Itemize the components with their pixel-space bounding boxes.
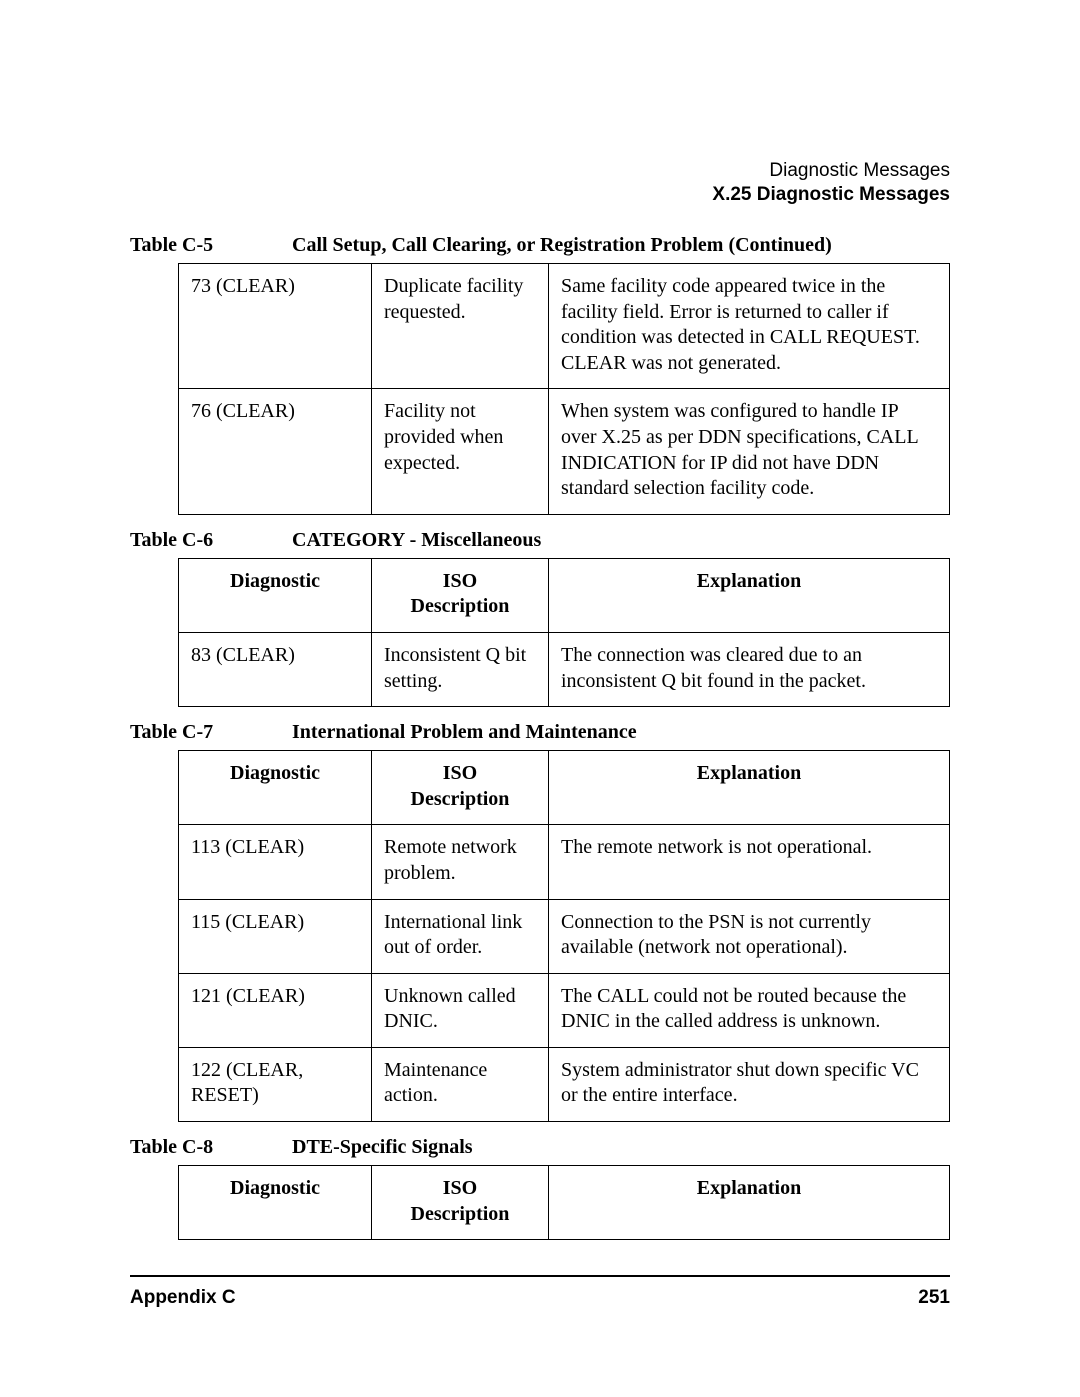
header-chapter: Diagnostic Messages [130,160,950,182]
col-header-iso: ISO Description [372,558,549,632]
table-c5-caption: Table C-5 Call Setup, Call Clearing, or … [130,234,950,257]
table-row: 115 (CLEAR) International link out of or… [179,899,950,973]
table-c7: Diagnostic ISO Description Explanation 1… [178,750,950,1122]
col-header-iso: ISO Description [372,751,549,825]
col-header-iso: ISO Description [372,1166,549,1240]
table-c7-title: International Problem and Maintenance [292,721,950,744]
cell-explanation: The remote network is not operational. [549,825,950,899]
cell-iso: Unknown called DNIC. [372,973,549,1047]
col-header-iso-bot: Description [411,1203,510,1225]
cell-explanation: The connection was cleared due to an inc… [549,632,950,706]
cell-diagnostic: 83 (CLEAR) [179,632,372,706]
table-c6-title: CATEGORY - Miscellaneous [292,529,950,552]
col-header-diagnostic: Diagnostic [179,558,372,632]
cell-iso: Facility not provided when expected. [372,389,549,514]
table-c6: Diagnostic ISO Description Explanation 8… [178,558,950,707]
col-header-explanation: Explanation [549,558,950,632]
footer-page-number: 251 [918,1287,950,1309]
footer: Appendix C 251 [130,1287,950,1309]
col-header-iso-top: ISO [384,761,536,787]
table-row: 76 (CLEAR) Facility not provided when ex… [179,389,950,514]
table-row: 122 (CLEAR, RESET) Maintenance action. S… [179,1047,950,1121]
cell-diagnostic: 122 (CLEAR, RESET) [179,1047,372,1121]
table-c7-label: Table C-7 [130,721,292,744]
table-c7-caption: Table C-7 International Problem and Main… [130,721,950,744]
table-c6-caption: Table C-6 CATEGORY - Miscellaneous [130,529,950,552]
table-header-row: Diagnostic ISO Description Explanation [179,558,950,632]
cell-iso: Inconsistent Q bit setting. [372,632,549,706]
table-row: 113 (CLEAR) Remote network problem. The … [179,825,950,899]
running-header: Diagnostic Messages X.25 Diagnostic Mess… [130,160,950,206]
table-header-row: Diagnostic ISO Description Explanation [179,1166,950,1240]
cell-diagnostic: 113 (CLEAR) [179,825,372,899]
cell-explanation: Connection to the PSN is not currently a… [549,899,950,973]
cell-explanation: System administrator shut down specific … [549,1047,950,1121]
col-header-iso-top: ISO [384,569,536,595]
col-header-diagnostic: Diagnostic [179,751,372,825]
footer-rule [130,1275,950,1277]
cell-diagnostic: 73 (CLEAR) [179,264,372,389]
cell-diagnostic: 121 (CLEAR) [179,973,372,1047]
cell-iso: International link out of order. [372,899,549,973]
cell-diagnostic: 115 (CLEAR) [179,899,372,973]
table-c8-caption: Table C-8 DTE-Specific Signals [130,1136,950,1159]
page: Diagnostic Messages X.25 Diagnostic Mess… [0,0,1080,1397]
table-row: 121 (CLEAR) Unknown called DNIC. The CAL… [179,973,950,1047]
table-row: 73 (CLEAR) Duplicate facility requested.… [179,264,950,389]
table-c8-label: Table C-8 [130,1136,292,1159]
table-c5-title: Call Setup, Call Clearing, or Registrati… [292,234,950,257]
cell-explanation: When system was configured to handle IP … [549,389,950,514]
cell-iso: Remote network problem. [372,825,549,899]
cell-iso: Duplicate facility requested. [372,264,549,389]
footer-appendix: Appendix C [130,1287,236,1309]
col-header-explanation: Explanation [549,751,950,825]
col-header-iso-bot: Description [411,788,510,810]
table-c8: Diagnostic ISO Description Explanation [178,1165,950,1240]
table-header-row: Diagnostic ISO Description Explanation [179,751,950,825]
table-c5-label: Table C-5 [130,234,292,257]
col-header-diagnostic: Diagnostic [179,1166,372,1240]
cell-explanation: Same facility code appeared twice in the… [549,264,950,389]
table-c8-title: DTE-Specific Signals [292,1136,950,1159]
table-c6-label: Table C-6 [130,529,292,552]
col-header-iso-top: ISO [384,1176,536,1202]
table-row: 83 (CLEAR) Inconsistent Q bit setting. T… [179,632,950,706]
table-c5: 73 (CLEAR) Duplicate facility requested.… [178,263,950,515]
cell-explanation: The CALL could not be routed because the… [549,973,950,1047]
cell-diagnostic: 76 (CLEAR) [179,389,372,514]
cell-iso: Maintenance action. [372,1047,549,1121]
col-header-iso-bot: Description [411,595,510,617]
header-section: X.25 Diagnostic Messages [130,184,950,206]
col-header-explanation: Explanation [549,1166,950,1240]
